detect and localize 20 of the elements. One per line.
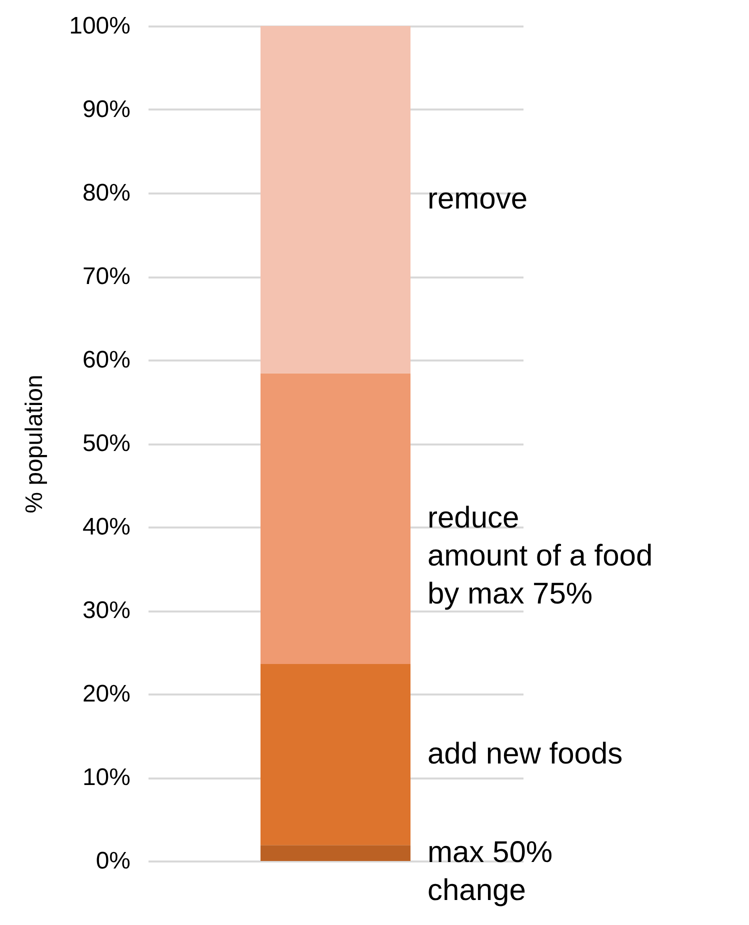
y-tick-label: 50% — [82, 430, 130, 457]
y-tick-label: 30% — [82, 597, 130, 624]
y-axis-title: % population — [21, 374, 48, 514]
series-label: add new foods — [428, 738, 623, 771]
y-tick-label: 10% — [82, 764, 130, 791]
bar — [260, 664, 410, 846]
bar — [260, 373, 410, 664]
series-label: max 50% change — [428, 836, 553, 908]
y-tick-label: 100% — [69, 12, 130, 40]
y-tick-label: 70% — [82, 263, 130, 290]
y-tick-label: 60% — [82, 346, 130, 374]
y-tick-label: 40% — [82, 514, 130, 540]
y-tick-label: 0% — [96, 848, 130, 874]
y-tick-label: 80% — [82, 180, 130, 206]
series-label: remove — [428, 182, 528, 216]
series-label: reduce amount of a food by max 75% — [428, 502, 653, 611]
bar — [260, 26, 410, 374]
y-tick-label: 20% — [82, 680, 130, 708]
bar — [260, 845, 410, 861]
y-tick-label: 90% — [82, 96, 130, 123]
